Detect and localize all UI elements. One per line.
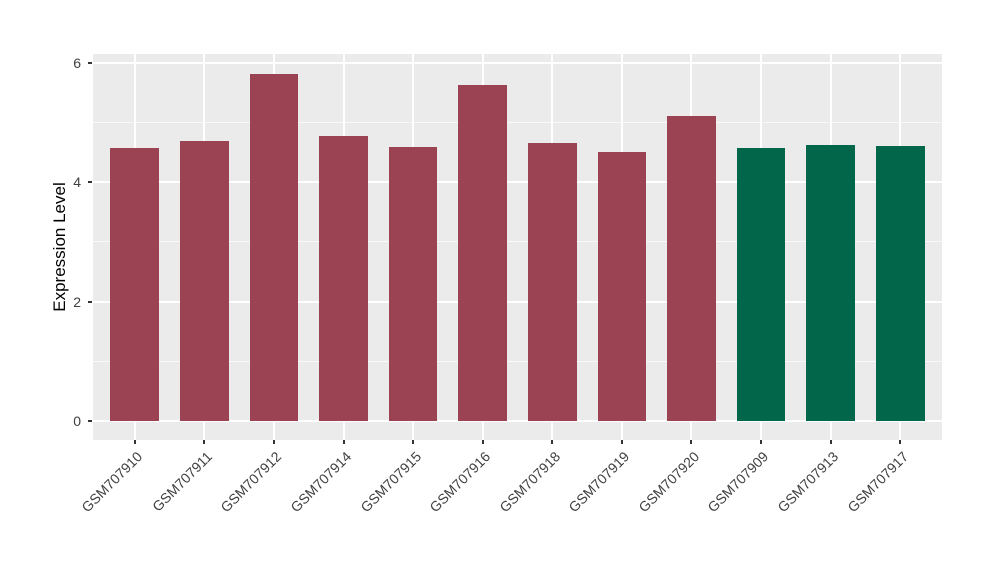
x-tick-label-GSM707911: GSM707911 — [148, 448, 215, 515]
x-tick-label-GSM707919: GSM707919 — [565, 448, 633, 516]
y-axis: 0 2 4 6 — [0, 54, 93, 440]
x-axis: GSM707910 GSM707911 GSM707912 GSM707914 GSM7… — [78, 440, 942, 580]
y-tick-label-4: 4 — [73, 174, 81, 191]
x-tick-mark-GSM707912 — [272, 440, 275, 444]
bar-GSM707917 — [875, 146, 925, 421]
bar-GSM707914 — [319, 135, 368, 421]
x-tick-label-GSM707917: GSM707917 — [843, 448, 911, 516]
x-tick-mark-GSM707914 — [342, 440, 345, 444]
bar-GSM707913 — [806, 145, 855, 421]
x-tick-mark-GSM707915 — [412, 440, 415, 444]
gridline-minor-y3 — [93, 241, 942, 243]
y-tick-mark-0 — [88, 419, 92, 422]
y-tick-label-2: 2 — [73, 293, 81, 310]
x-tick-mark-GSM707918 — [551, 440, 554, 444]
x-tick-mark-GSM707910 — [133, 440, 136, 444]
bar-GSM707910 — [110, 148, 160, 421]
gridline-minor-y5 — [93, 122, 942, 124]
y-tick-label-0: 0 — [73, 412, 81, 429]
x-tick-label-GSM707914: GSM707914 — [287, 448, 355, 516]
x-tick-label-GSM707910: GSM707910 — [78, 448, 146, 516]
y-tick-mark-4 — [88, 181, 92, 184]
gridline-major-y4 — [93, 181, 942, 184]
x-tick-label-GSM707912: GSM707912 — [217, 448, 285, 516]
y-tick-mark-2 — [88, 300, 92, 303]
bar-GSM707919 — [597, 152, 647, 421]
x-tick-label-GSM707913: GSM707913 — [774, 448, 842, 516]
x-tick-label-GSM707916: GSM707916 — [426, 448, 494, 516]
x-tick-mark-GSM707909 — [760, 440, 763, 444]
x-tick-label-GSM707915: GSM707915 — [356, 448, 424, 516]
y-tick-mark-6 — [88, 61, 92, 64]
bar-GSM707911 — [179, 141, 229, 421]
bar-GSM707909 — [736, 147, 786, 421]
bar-GSM707916 — [458, 85, 508, 421]
bar-GSM707912 — [249, 74, 299, 421]
x-tick-label-GSM707909: GSM707909 — [704, 448, 772, 516]
plot-panel — [93, 54, 942, 440]
x-tick-mark-GSM707913 — [829, 440, 832, 444]
x-tick-mark-GSM707917 — [899, 440, 902, 444]
bar-GSM707920 — [667, 116, 716, 421]
bar-GSM707918 — [527, 143, 577, 421]
gridline-major-y2 — [93, 300, 942, 303]
x-tick-mark-GSM707911 — [203, 440, 206, 444]
gridline-major-y6 — [93, 61, 942, 64]
gridline-major-y0 — [93, 419, 942, 422]
x-tick-mark-GSM707919 — [620, 440, 623, 444]
x-tick-mark-GSM707920 — [690, 440, 693, 444]
x-tick-label-GSM707918: GSM707918 — [496, 448, 563, 516]
x-tick-mark-GSM707916 — [481, 440, 484, 444]
bar-GSM707915 — [388, 147, 438, 421]
x-tick-label-GSM707920: GSM707920 — [635, 448, 703, 516]
gridline-minor-y1 — [93, 360, 942, 362]
y-tick-label-6: 6 — [73, 54, 81, 71]
